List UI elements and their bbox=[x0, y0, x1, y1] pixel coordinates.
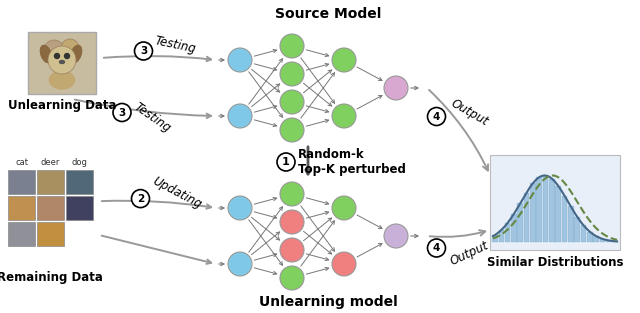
Text: Output: Output bbox=[449, 239, 491, 268]
Bar bbox=[562, 196, 567, 242]
Text: 2: 2 bbox=[137, 194, 144, 203]
Ellipse shape bbox=[40, 45, 52, 63]
Text: Output: Output bbox=[449, 97, 490, 128]
Circle shape bbox=[48, 46, 76, 74]
Bar bbox=[524, 192, 529, 242]
Text: 1: 1 bbox=[282, 157, 290, 167]
Text: Source Model: Source Model bbox=[275, 7, 381, 21]
Bar bbox=[28, 32, 96, 94]
Circle shape bbox=[65, 54, 70, 59]
Bar bbox=[612, 241, 618, 242]
Circle shape bbox=[428, 107, 445, 126]
Circle shape bbox=[228, 48, 252, 72]
Circle shape bbox=[428, 239, 445, 257]
Text: 3: 3 bbox=[118, 107, 125, 117]
Bar bbox=[568, 207, 573, 242]
Bar bbox=[606, 240, 611, 242]
Circle shape bbox=[280, 62, 304, 86]
Bar bbox=[530, 183, 536, 242]
Circle shape bbox=[280, 210, 304, 234]
Bar bbox=[543, 176, 548, 242]
Text: dog: dog bbox=[72, 158, 88, 167]
Text: Unlearning model: Unlearning model bbox=[259, 295, 397, 309]
Circle shape bbox=[280, 90, 304, 114]
Bar bbox=[580, 225, 586, 242]
Bar bbox=[66, 196, 93, 220]
Circle shape bbox=[332, 48, 356, 72]
Bar bbox=[549, 179, 555, 242]
Bar bbox=[8, 196, 35, 220]
Bar bbox=[492, 235, 498, 242]
Bar bbox=[518, 203, 523, 242]
Circle shape bbox=[228, 104, 252, 128]
Bar bbox=[505, 223, 511, 242]
Circle shape bbox=[280, 118, 304, 142]
Circle shape bbox=[332, 104, 356, 128]
Circle shape bbox=[332, 252, 356, 276]
Text: Testing: Testing bbox=[154, 34, 197, 56]
Bar bbox=[593, 236, 599, 242]
Text: 4: 4 bbox=[433, 111, 440, 121]
Circle shape bbox=[332, 196, 356, 220]
Ellipse shape bbox=[60, 60, 65, 64]
Bar bbox=[37, 222, 64, 246]
Text: Unlearning Data: Unlearning Data bbox=[8, 100, 116, 112]
Circle shape bbox=[384, 76, 408, 100]
Text: deer: deer bbox=[41, 158, 60, 167]
Ellipse shape bbox=[49, 71, 74, 89]
Bar bbox=[499, 230, 504, 242]
Bar bbox=[66, 170, 93, 194]
Circle shape bbox=[280, 238, 304, 262]
Text: cat: cat bbox=[15, 158, 28, 167]
Bar bbox=[600, 239, 605, 242]
Bar bbox=[8, 170, 35, 194]
Circle shape bbox=[280, 182, 304, 206]
Circle shape bbox=[54, 54, 60, 59]
Text: 3: 3 bbox=[140, 46, 147, 56]
Text: Top-K perturbed: Top-K perturbed bbox=[298, 162, 406, 176]
Text: 4: 4 bbox=[433, 243, 440, 253]
Circle shape bbox=[277, 153, 295, 171]
Bar bbox=[490, 155, 620, 250]
Circle shape bbox=[228, 196, 252, 220]
Text: Remaining Data: Remaining Data bbox=[0, 271, 103, 285]
Bar bbox=[8, 222, 35, 246]
Circle shape bbox=[113, 104, 131, 121]
Circle shape bbox=[280, 34, 304, 58]
Circle shape bbox=[134, 42, 152, 60]
Bar bbox=[556, 186, 561, 242]
Text: Random-k: Random-k bbox=[298, 148, 365, 162]
Circle shape bbox=[280, 266, 304, 290]
Bar bbox=[536, 177, 542, 242]
Bar bbox=[574, 217, 580, 242]
Bar bbox=[37, 170, 64, 194]
Ellipse shape bbox=[70, 45, 82, 63]
Text: Similar Distributions: Similar Distributions bbox=[487, 256, 623, 269]
Circle shape bbox=[44, 40, 64, 60]
Text: Testing: Testing bbox=[132, 100, 173, 135]
Circle shape bbox=[131, 190, 150, 208]
Circle shape bbox=[228, 252, 252, 276]
Bar bbox=[511, 214, 516, 242]
Circle shape bbox=[384, 224, 408, 248]
Circle shape bbox=[61, 39, 79, 57]
Bar bbox=[37, 196, 64, 220]
Bar bbox=[587, 232, 593, 242]
Text: Updating: Updating bbox=[150, 174, 204, 211]
